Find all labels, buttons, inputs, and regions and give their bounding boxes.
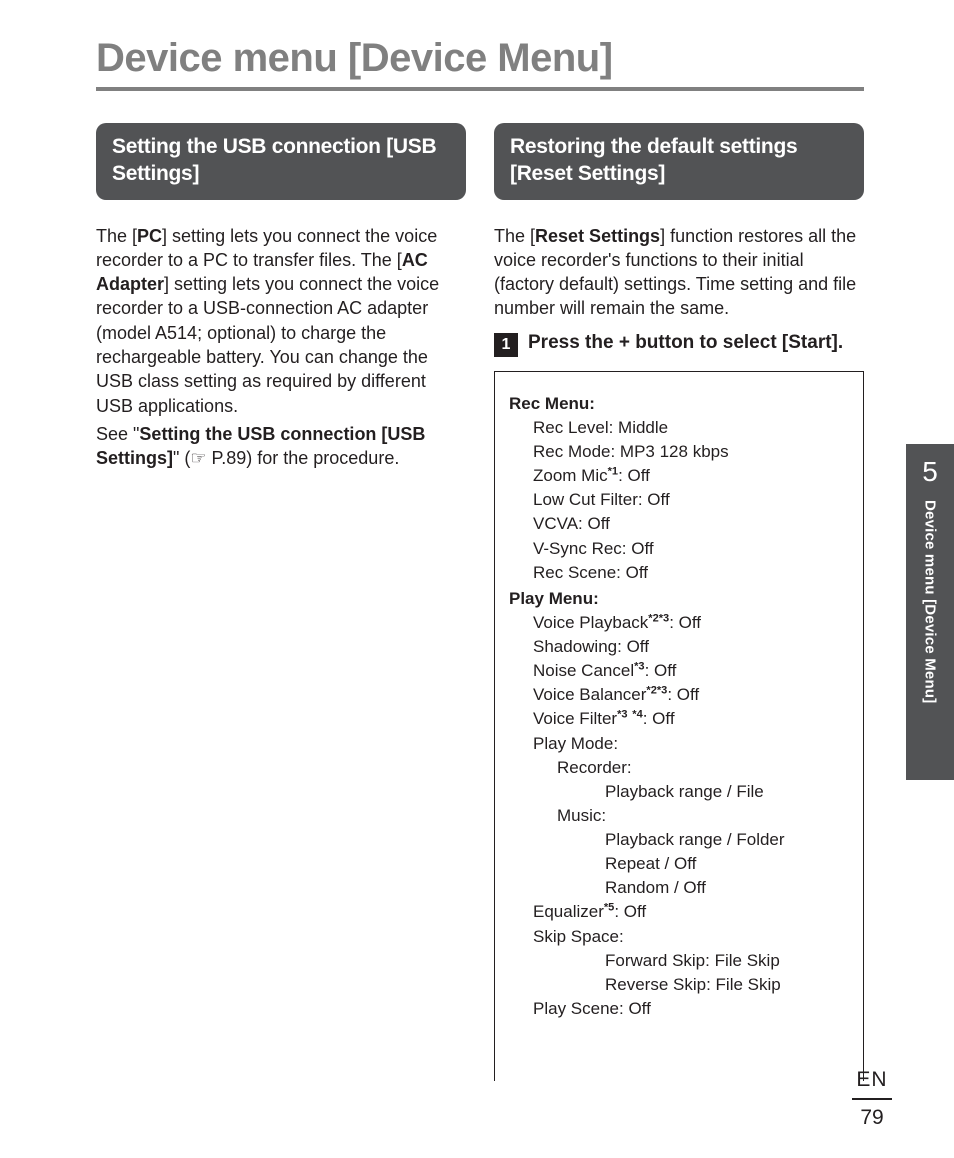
title-rule — [96, 87, 864, 91]
step-number-box: 1 — [494, 333, 518, 357]
page-number: 79 — [852, 1100, 892, 1130]
play-item: Voice Playback*2*3: Off — [509, 611, 849, 635]
reset-settings-header: Restoring the default settings [Reset Se… — [494, 123, 864, 200]
play-item: Voice Filter*3 *4: Off — [509, 707, 849, 731]
play-item: Voice Balancer*2*3: Off — [509, 683, 849, 707]
skip-sub-item: Forward Skip: File Skip — [509, 949, 849, 973]
play-scene-line: Play Scene: Off — [509, 997, 849, 1021]
text: The [ — [494, 226, 535, 246]
chapter-label: Device menu [Device Menu] — [922, 500, 939, 703]
play-item: Play Mode: — [509, 732, 849, 756]
skip-sub-item: Reverse Skip: File Skip — [509, 973, 849, 997]
text: Press the + button to select [ — [528, 332, 788, 353]
rec-item: VCVA: Off — [509, 512, 849, 536]
music-sub-item: Repeat / Off — [509, 852, 849, 876]
rec-item: Rec Mode: MP3 128 kbps — [509, 440, 849, 464]
chapter-side-tab: 5 Device menu [Device Menu] — [906, 444, 954, 780]
rec-item: Zoom Mic*1: Off — [509, 464, 849, 488]
skip-space-label: Skip Space: — [509, 925, 849, 949]
content-columns: Setting the USB connection [USB Settings… — [96, 123, 864, 1081]
bold-pc: PC — [137, 226, 162, 246]
music-sub-item: Random / Off — [509, 876, 849, 900]
rec-item: Rec Scene: Off — [509, 561, 849, 585]
text: ] setting lets you connect the voice rec… — [96, 274, 439, 415]
text: ]. — [832, 332, 844, 353]
music-label: Music: — [509, 804, 849, 828]
default-settings-box: Rec Menu: Rec Level: MiddleRec Mode: MP3… — [494, 371, 864, 1081]
play-item: Shadowing: Off — [509, 635, 849, 659]
recorder-sub: Playback range / File — [509, 780, 849, 804]
text: The [ — [96, 226, 137, 246]
rec-menu-list: Rec Level: MiddleRec Mode: MP3 128 kbpsZ… — [509, 416, 849, 585]
usb-paragraph-2: See "Setting the USB connection [USB Set… — [96, 422, 466, 471]
left-column: Setting the USB connection [USB Settings… — [96, 123, 466, 1081]
rec-item: Low Cut Filter: Off — [509, 488, 849, 512]
text: " (☞ P.89) for the procedure. — [173, 448, 399, 468]
text: See " — [96, 424, 139, 444]
usb-settings-header: Setting the USB connection [USB Settings… — [96, 123, 466, 200]
play-menu-list: Voice Playback*2*3: OffShadowing: OffNoi… — [509, 611, 849, 756]
bold-reset-settings: Reset Settings — [535, 226, 660, 246]
recorder-label: Recorder: — [509, 756, 849, 780]
right-column: Restoring the default settings [Reset Se… — [494, 123, 864, 1081]
reset-intro: The [Reset Settings] function restores a… — [494, 224, 864, 321]
play-item: Noise Cancel*3: Off — [509, 659, 849, 683]
step-text: Press the + button to select [Start]. — [528, 331, 843, 357]
rec-item: Rec Level: Middle — [509, 416, 849, 440]
language-code: EN — [852, 1068, 892, 1100]
skip-sub-list: Forward Skip: File SkipReverse Skip: Fil… — [509, 949, 849, 997]
bold-start: Start — [788, 332, 831, 353]
step-1: 1 Press the + button to select [Start]. — [494, 331, 864, 357]
music-sub-item: Playback range / Folder — [509, 828, 849, 852]
play-menu-head: Play Menu: — [509, 587, 849, 611]
usb-paragraph-1: The [PC ] setting lets you connect the vo… — [96, 224, 466, 418]
page-footer: EN 79 — [852, 1068, 892, 1130]
music-sub-list: Playback range / FolderRepeat / OffRando… — [509, 828, 849, 900]
rec-menu-head: Rec Menu: — [509, 392, 849, 416]
chapter-number: 5 — [922, 456, 938, 488]
equalizer-line: Equalizer*5: Off — [509, 900, 849, 924]
page-title: Device menu [Device Menu] — [96, 36, 864, 81]
rec-item: V-Sync Rec: Off — [509, 537, 849, 561]
